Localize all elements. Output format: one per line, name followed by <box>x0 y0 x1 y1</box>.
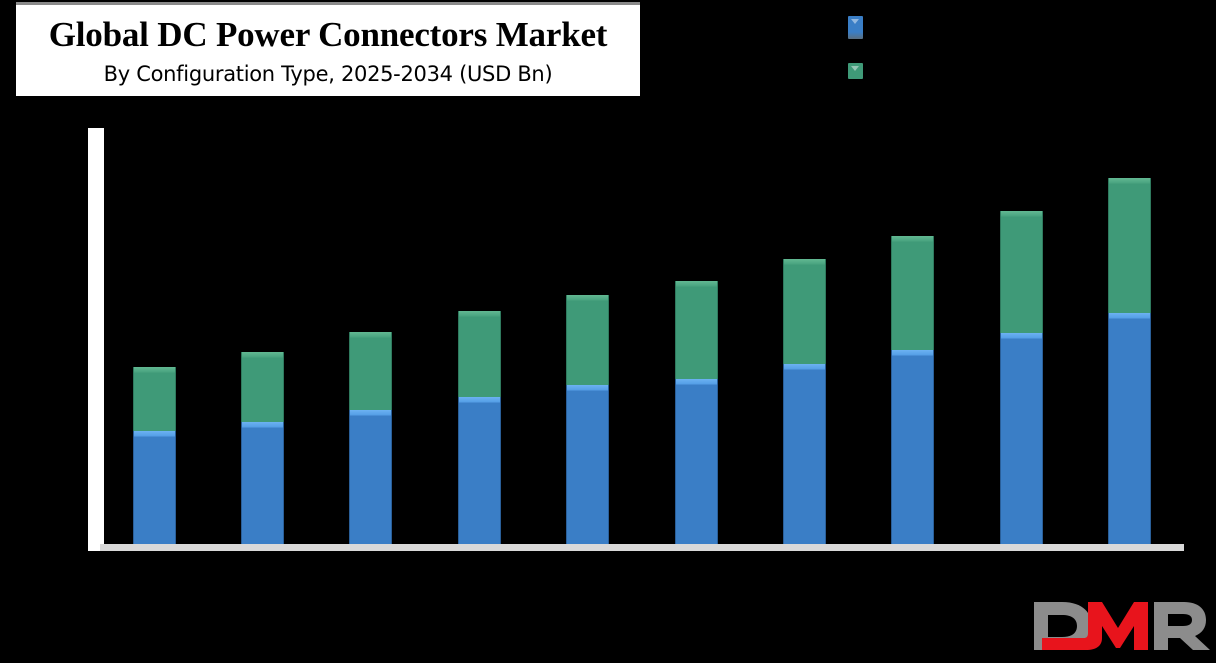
bar-2028 <box>457 311 501 544</box>
bar-2030 <box>674 281 718 544</box>
bar-segment-green <box>349 331 393 410</box>
legend-swatch-green-icon <box>848 63 863 79</box>
bar-segment-green <box>999 210 1043 334</box>
x-tick-label: 2030 <box>678 560 714 577</box>
bar-segment-green <box>1108 178 1152 313</box>
x-tick-label: 2026 <box>244 560 281 577</box>
chart-title: Global DC Power Connectors Market <box>48 15 608 54</box>
legend-item-series-2 <box>848 62 1068 86</box>
bar-2029 <box>566 294 610 544</box>
chart-title-box: Global DC Power Connectors Market By Con… <box>16 2 640 96</box>
bar-segment-green <box>566 294 610 385</box>
y-axis <box>88 128 104 551</box>
chart-subtitle: By Configuration Type, 2025-2034 (USD Bn… <box>103 62 553 86</box>
x-tick-label: 2031 <box>786 560 823 577</box>
bar-segment-green <box>132 366 176 432</box>
x-tick-label: 2029 <box>569 560 606 577</box>
bar-segment-green <box>891 235 935 350</box>
bar-segment-blue <box>349 409 393 544</box>
x-tick-label: 2028 <box>461 560 497 577</box>
bar-segment-blue <box>132 431 176 544</box>
legend-item-series-1 <box>848 14 1068 39</box>
x-tick-label: 2025 <box>136 560 172 577</box>
bar-segment-green <box>782 258 826 365</box>
x-tick-label: 2034 <box>1111 560 1148 577</box>
x-tick-label: 2033 <box>1003 560 1039 577</box>
bar-2025 <box>132 366 176 544</box>
bar-2027 <box>349 331 393 544</box>
bar-2033 <box>999 210 1043 544</box>
bar-2026 <box>240 352 284 544</box>
legend-swatch-blue-icon <box>848 16 863 39</box>
bar-segment-blue <box>457 396 501 544</box>
bar-2032 <box>891 235 935 544</box>
dmr-logo-icon <box>1034 602 1210 650</box>
bar-segment-blue <box>674 378 718 544</box>
bar-2034 <box>1108 178 1152 544</box>
x-tick-label: 2032 <box>895 560 931 577</box>
bar-segment-blue <box>891 349 935 544</box>
bar-segment-blue <box>566 384 610 544</box>
plot-area <box>104 128 1184 544</box>
bar-2031 <box>782 258 826 544</box>
x-axis <box>100 544 1184 551</box>
bar-segment-blue <box>782 364 826 544</box>
bar-segment-blue <box>999 333 1043 544</box>
bar-segment-green <box>674 281 718 379</box>
bar-segment-green <box>240 352 284 422</box>
bar-segment-blue <box>240 421 284 544</box>
bar-segment-blue <box>1108 312 1152 544</box>
x-tick-label: 2027 <box>353 560 389 577</box>
bar-segment-green <box>457 311 501 397</box>
